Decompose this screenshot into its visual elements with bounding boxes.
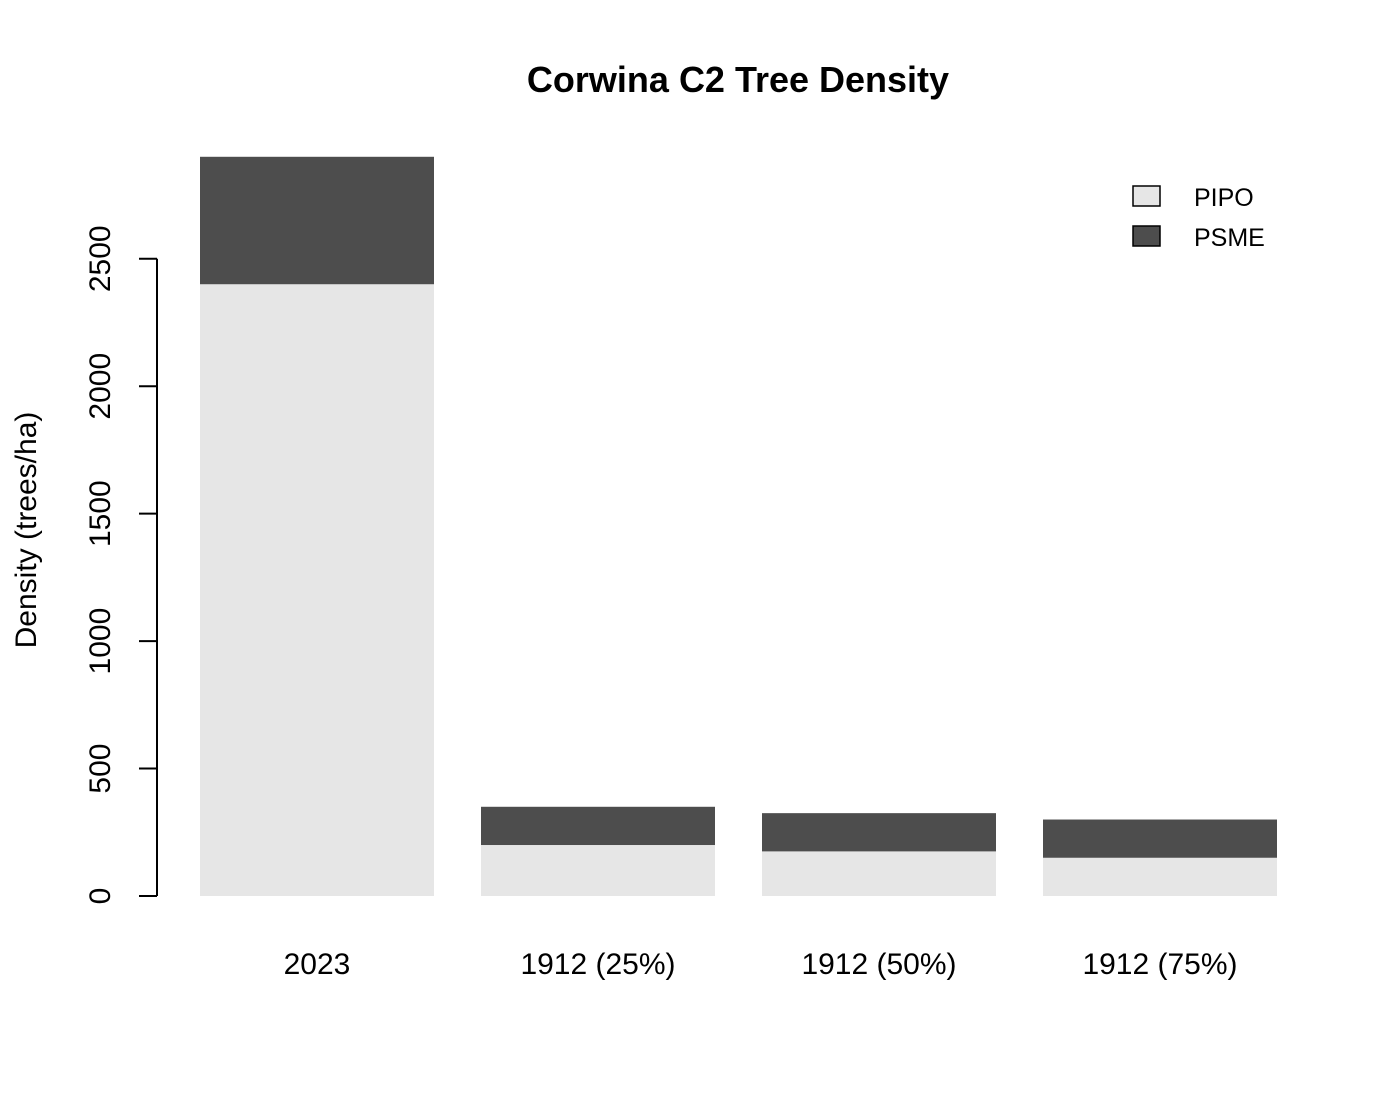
legend-swatch-pipo (1132, 185, 1161, 207)
y-tick-label: 1500 (84, 480, 117, 547)
y-tick-label: 2500 (84, 225, 117, 292)
bar-pipo (762, 851, 996, 896)
bar-psme (762, 813, 996, 852)
legend-label-pipo: PIPO (1194, 184, 1254, 212)
x-tick-label: 1912 (50%) (801, 948, 956, 981)
x-tick-label: 2023 (284, 948, 351, 981)
bar-pipo (200, 284, 434, 896)
bar-psme (200, 156, 434, 285)
x-axis-labels: 2023 1912 (25%) 1912 (50%) 1912 (75%) (284, 948, 1238, 981)
bar-pipo (481, 845, 715, 896)
y-axis: 0 500 1000 1500 2000 2500 (84, 225, 158, 905)
x-tick-label: 1912 (75%) (1082, 948, 1237, 981)
y-axis-label: Density (trees/ha) (10, 412, 43, 649)
y-tick-label: 1000 (84, 608, 117, 675)
bar-psme (481, 806, 715, 846)
legend: PIPO PSME (1132, 184, 1265, 252)
x-tick-label: 1912 (25%) (520, 948, 675, 981)
bar-pipo (1043, 857, 1277, 896)
legend-label-psme: PSME (1194, 224, 1265, 252)
y-tick-label: 0 (84, 888, 117, 905)
chart-title: Corwina C2 Tree Density (527, 59, 949, 100)
bars (200, 156, 1277, 896)
bar-psme (1043, 819, 1277, 858)
legend-swatch-psme (1132, 225, 1161, 247)
y-tick-label: 500 (84, 744, 117, 794)
y-tick-label: 2000 (84, 353, 117, 420)
